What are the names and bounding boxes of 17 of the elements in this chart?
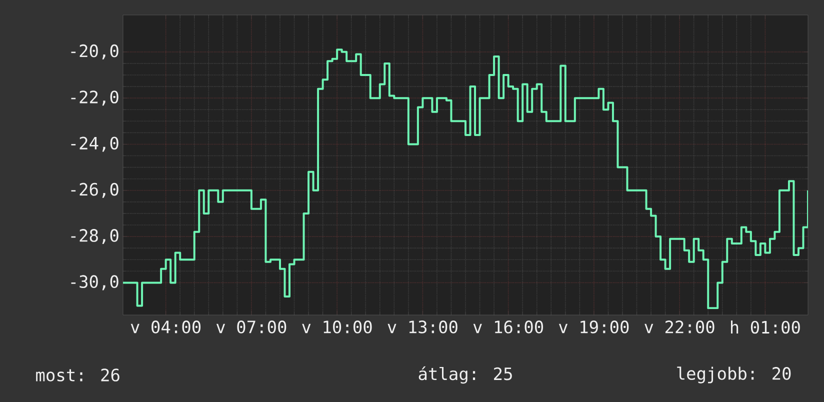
y-tick-label: -24,0 <box>71 136 118 152</box>
x-tick-label: v 07:00 <box>216 320 286 334</box>
text: most: 26 <box>36 368 120 382</box>
text: átlag: 25 <box>418 366 512 384</box>
y-tick-label: -26,0 <box>71 182 118 198</box>
x-tick-label: v 04:00 <box>130 320 201 334</box>
x-tick-label: v 22:00 <box>644 320 714 334</box>
y-tick-label: -30,0 <box>71 275 118 290</box>
y-tick-label: -20,0 <box>71 44 118 60</box>
x-tick-label: v 16:00 <box>473 320 544 334</box>
text: legjobb: 20 <box>677 366 791 384</box>
x-tick-label: v 13:00 <box>388 320 458 334</box>
y-tick-label: -28,0 <box>71 229 118 244</box>
x-tick-label: v 19:00 <box>558 320 629 334</box>
x-tick-label: h 01:00 <box>730 320 800 334</box>
x-tick-label: v 10:00 <box>302 320 372 334</box>
y-tick-label: -22,0 <box>71 90 118 106</box>
